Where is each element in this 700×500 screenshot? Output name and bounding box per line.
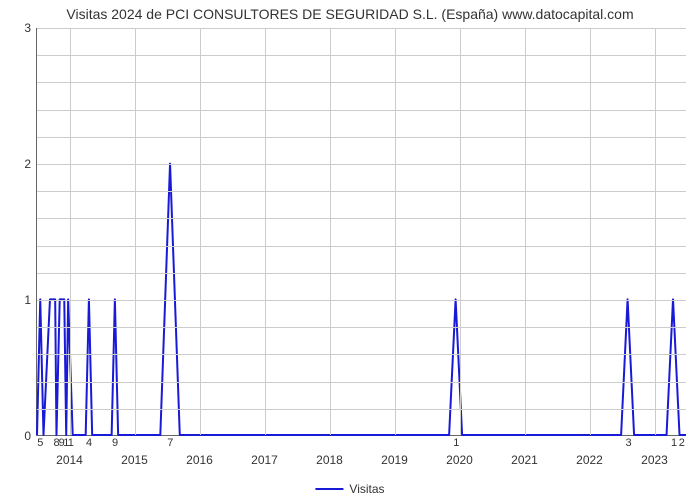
legend-swatch [315, 488, 343, 490]
x-small-tick: 7 [167, 437, 173, 449]
y-tick: 2 [24, 157, 37, 171]
chart-area: 0123201420152016201720182019202020212022… [36, 28, 686, 436]
x-small-tick: 2 [679, 437, 685, 449]
x-small-tick: 5 [37, 437, 43, 449]
legend: Visitas [315, 482, 384, 496]
x-year-tick: 2015 [121, 453, 148, 467]
x-small-tick: 3 [625, 437, 631, 449]
y-tick: 0 [24, 429, 37, 443]
x-year-tick: 2016 [186, 453, 213, 467]
x-year-tick: 2019 [381, 453, 408, 467]
x-small-tick: 1 [453, 437, 459, 449]
x-year-tick: 2023 [641, 453, 668, 467]
x-year-tick: 2017 [251, 453, 278, 467]
x-year-tick: 2022 [576, 453, 603, 467]
x-small-tick: 1 [68, 437, 74, 449]
chart-title: Visitas 2024 de PCI CONSULTORES DE SEGUR… [0, 0, 700, 22]
x-year-tick: 2021 [511, 453, 538, 467]
legend-label: Visitas [349, 482, 384, 496]
x-small-tick: 9 [112, 437, 118, 449]
x-small-tick: 1 [671, 437, 677, 449]
x-year-tick: 2020 [446, 453, 473, 467]
y-tick: 3 [24, 21, 37, 35]
plot-area: 0123201420152016201720182019202020212022… [36, 28, 686, 436]
y-tick: 1 [24, 293, 37, 307]
x-small-tick: 4 [86, 437, 92, 449]
x-year-tick: 2014 [56, 453, 83, 467]
x-year-tick: 2018 [316, 453, 343, 467]
